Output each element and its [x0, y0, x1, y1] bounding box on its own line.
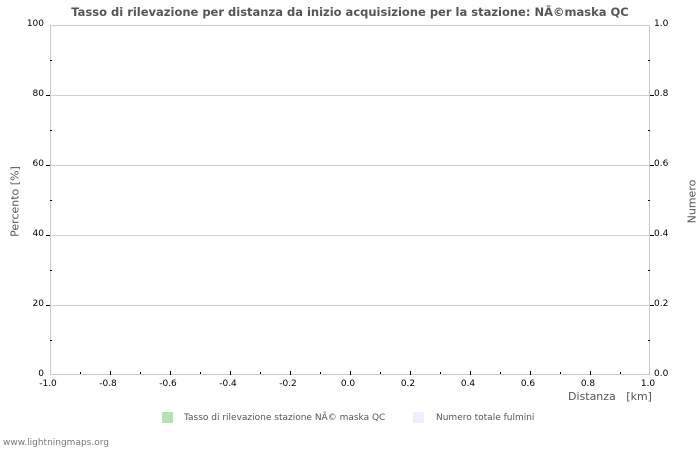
x-minor-tick [380, 372, 381, 374]
legend-label-total-strikes: Numero totale fulmini [436, 413, 535, 423]
y-tick [46, 95, 50, 96]
gridline-20 [50, 305, 650, 306]
plot-area [50, 25, 650, 375]
y-label-left: 0 [38, 369, 44, 379]
x-axis-title: Distanza [km] [568, 390, 652, 403]
x-minor-tick [80, 372, 81, 374]
y-right-minor-tick [648, 200, 650, 201]
y-label-right: 0.8 [654, 89, 669, 99]
y-label-right: 0.0 [654, 369, 669, 379]
x-label: -0.2 [279, 379, 297, 389]
x-label: 0.6 [520, 379, 536, 389]
y-tick [46, 305, 50, 306]
y-right-tick [650, 95, 654, 96]
gridline-60 [50, 165, 650, 166]
x-label: -0.8 [99, 379, 117, 389]
x-tick [230, 371, 231, 375]
y-tick [46, 165, 50, 166]
x-tick [350, 371, 351, 375]
legend-label-detection-rate: Tasso di rilevazione stazione NÃ© maska … [184, 413, 386, 423]
legend-swatch-total-strikes [413, 412, 424, 423]
y-right-tick [650, 305, 654, 306]
y-label-left: 40 [32, 229, 44, 239]
x-tick [590, 371, 591, 375]
y-right-minor-tick [648, 270, 650, 271]
x-label: -0.6 [159, 379, 177, 389]
y-right-minor-tick [648, 60, 650, 61]
gridline-100 [50, 25, 650, 26]
legend-swatch-detection-rate [162, 412, 173, 423]
x-minor-tick [440, 372, 441, 374]
y-axis-title-left: Percento [%] [8, 166, 22, 237]
y-minor-tick [50, 270, 52, 271]
x-tick [110, 371, 111, 375]
chart-title: Tasso di rilevazione per distanza da ini… [71, 5, 629, 19]
y-right-minor-tick [648, 130, 650, 131]
x-tick [290, 371, 291, 375]
x-tick [410, 371, 411, 375]
y-label-right: 0.4 [654, 229, 669, 239]
x-minor-tick [560, 372, 561, 374]
x-minor-tick [620, 372, 621, 374]
x-tick [530, 371, 531, 375]
x-tick [170, 371, 171, 375]
x-minor-tick [320, 372, 321, 374]
y-label-left: 80 [32, 89, 44, 99]
x-label: 0.2 [400, 379, 416, 389]
gridline-80 [50, 95, 650, 96]
x-label: 0.8 [580, 379, 596, 389]
x-label: 0.0 [340, 379, 356, 389]
y-right-tick [650, 235, 654, 236]
x-label: 0.4 [460, 379, 476, 389]
y-right-tick [650, 165, 654, 166]
y-label-left: 100 [26, 19, 44, 29]
x-label: -0.4 [219, 379, 237, 389]
y-minor-tick [50, 200, 52, 201]
footer-watermark: www.lightningmaps.org [3, 438, 109, 448]
x-tick [470, 371, 471, 375]
x-label: 1.0 [640, 379, 656, 389]
y-right-minor-tick [648, 340, 650, 341]
y-axis-title-right: Numero [685, 179, 699, 224]
y-label-left: 60 [32, 159, 44, 169]
y-label-right: 0.6 [654, 159, 669, 169]
y-label-left: 20 [32, 299, 44, 309]
x-minor-tick [140, 372, 141, 374]
gridline-40 [50, 235, 650, 236]
y-minor-tick [50, 60, 52, 61]
y-label-right: 0.2 [654, 299, 669, 309]
y-label-right: 1.0 [654, 19, 669, 29]
y-minor-tick [50, 340, 52, 341]
x-minor-tick [500, 372, 501, 374]
x-label: -1.0 [39, 379, 57, 389]
y-minor-tick [50, 130, 52, 131]
x-minor-tick [200, 372, 201, 374]
x-minor-tick [260, 372, 261, 374]
y-tick [46, 235, 50, 236]
